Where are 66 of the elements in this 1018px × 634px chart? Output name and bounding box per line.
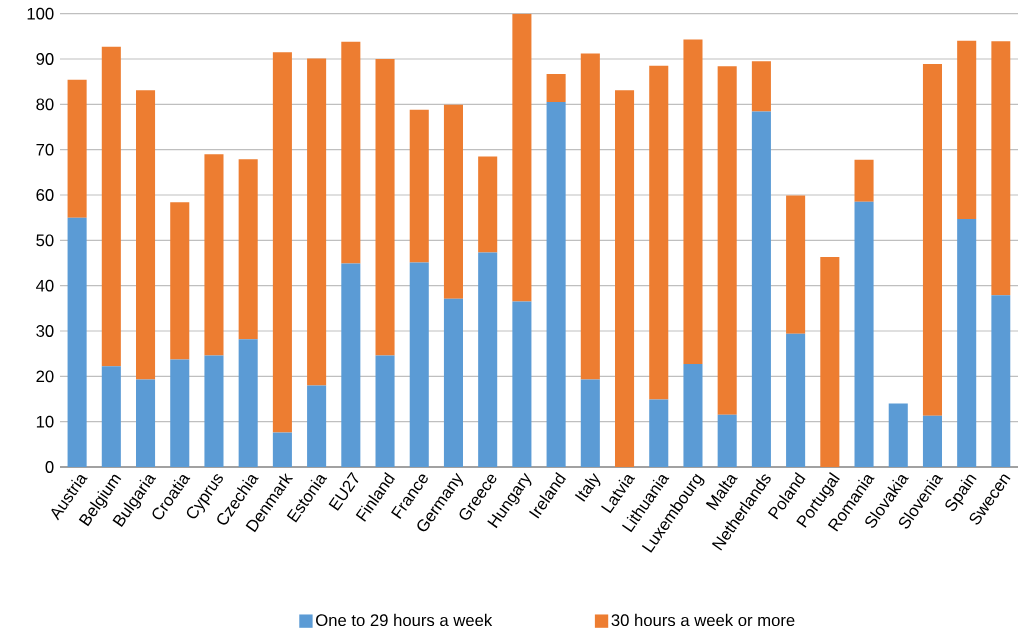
bar [546,102,566,467]
bar [204,154,224,356]
bar [409,262,429,467]
bar [786,195,806,334]
bar [101,46,121,367]
bar [717,414,737,467]
bar [170,202,190,360]
bar [649,399,669,467]
bar [957,40,977,220]
bar [922,63,943,416]
bar [136,90,156,380]
bar [717,66,737,415]
bar [136,379,156,467]
y-tick-label: 10 [36,415,54,428]
bar [204,355,224,467]
y-tick-label: 50 [36,234,54,247]
y-tick-label: 40 [36,279,54,292]
bar [683,364,703,467]
bar [443,104,463,299]
y-tick-label: 80 [36,98,54,111]
bar [751,61,771,112]
bar [649,65,669,400]
bar [67,79,87,218]
y-tick-label: 70 [36,143,54,156]
bar [341,41,361,264]
bar [546,73,566,103]
bar [922,415,943,467]
bar [854,159,874,202]
y-tick-label: 100 [27,7,54,20]
y-tick-label: 20 [36,370,54,383]
bar [478,156,498,253]
bar [375,58,395,356]
bar [888,403,908,467]
bar [512,301,532,467]
bar [751,111,771,467]
y-tick-label: 30 [36,325,54,337]
bar [307,58,327,386]
bar [854,201,874,467]
bar [375,355,395,467]
bar [409,109,429,263]
bar [512,13,532,302]
bar [101,366,121,467]
bar [272,52,292,433]
y-tick-label: 0 [45,461,54,473]
bar [67,217,87,467]
bar [786,333,806,467]
y-tick-label: 60 [36,189,54,201]
y-tick-label: 90 [36,53,54,65]
legend-label: 30 hours a week or more [611,613,795,627]
bar [341,263,361,467]
bar [615,90,635,467]
bar [957,219,977,467]
bar [238,159,258,340]
bar [580,53,600,380]
bar [683,39,703,365]
bar [991,295,1011,467]
bar [307,385,327,467]
bar [991,41,1011,296]
legend-label: One to 29 hours a week [316,613,493,627]
bar [478,252,498,467]
bar [238,339,258,467]
bar [272,432,292,467]
bar [580,379,600,467]
bar [820,257,840,467]
bar [443,298,463,467]
bar [170,359,190,467]
